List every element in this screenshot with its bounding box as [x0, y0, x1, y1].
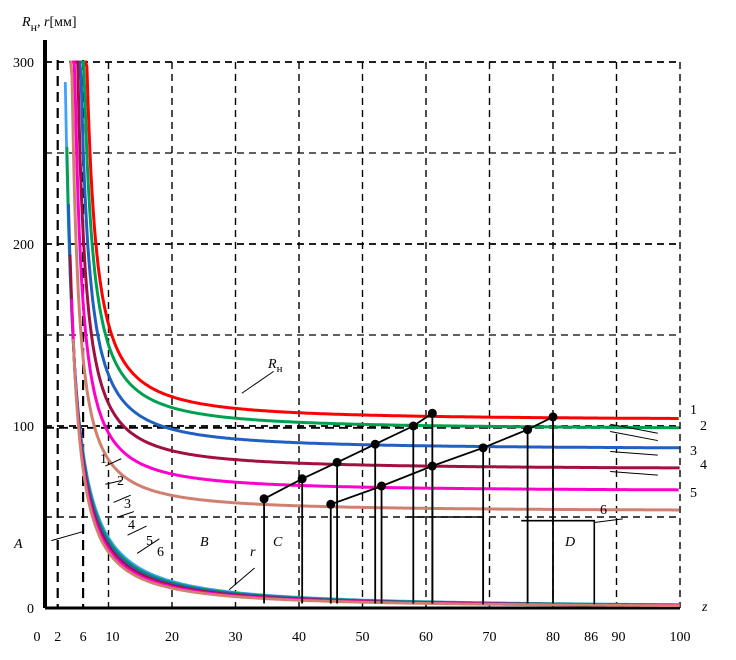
- leader-line: [228, 567, 255, 591]
- leader-line: [51, 531, 84, 542]
- rh-curve-6: [69, 60, 679, 512]
- rh-curve-number-1: 1: [690, 403, 697, 418]
- rh-curve-number-6: 6: [600, 503, 607, 518]
- rh-curve-1: [80, 60, 679, 420]
- r-curve-number-3: 3: [124, 497, 131, 512]
- leader-line: [610, 450, 658, 456]
- leader-line: [105, 458, 122, 467]
- region-label-c: C: [273, 535, 283, 550]
- leader-line: [610, 423, 658, 434]
- x-tick-label: 80: [546, 630, 560, 645]
- grid: [45, 60, 681, 608]
- r-curve-6: [71, 338, 680, 608]
- data-point: [408, 421, 418, 431]
- rh-curve-number-4: 4: [700, 458, 707, 473]
- x-tick-label: 50: [356, 630, 370, 645]
- data-point: [523, 425, 533, 435]
- rh-curve-3: [76, 60, 680, 450]
- r-curve-1: [63, 81, 680, 607]
- rh-curve-4: [73, 60, 680, 470]
- r-curve-number-6: 6: [157, 545, 164, 560]
- r-curve-number-1: 1: [100, 452, 107, 467]
- region-label-a: A: [13, 537, 23, 552]
- x-tick-label: 40: [292, 630, 306, 645]
- r-curve-number-2: 2: [117, 474, 124, 489]
- leader-line: [117, 511, 135, 518]
- y-tick-label: 200: [13, 238, 34, 253]
- x-tick-label: 0: [34, 630, 41, 645]
- rh-curve-label: Rн: [267, 357, 283, 375]
- rh-curve-number-3: 3: [690, 444, 697, 459]
- construction-line-2: [330, 416, 554, 506]
- data-point: [377, 481, 387, 491]
- data-point: [297, 474, 307, 484]
- data-point: [548, 412, 558, 422]
- x-axis-label: z: [701, 600, 708, 615]
- axes: [43, 40, 680, 610]
- data-point: [427, 461, 437, 471]
- data-point: [259, 494, 269, 504]
- leader-line: [594, 518, 623, 523]
- data-point: [370, 439, 380, 449]
- region-label-d: D: [564, 535, 575, 550]
- x-tick-label: 86: [584, 630, 598, 645]
- rh-curve-number-5: 5: [690, 486, 697, 501]
- bracket-d: [521, 519, 596, 605]
- x-tick-label: 10: [106, 630, 120, 645]
- r-curves: [63, 81, 680, 608]
- leader-line: [105, 480, 122, 485]
- r-curve-number-5: 5: [146, 534, 153, 549]
- r-curve-label: r: [250, 545, 256, 560]
- bracket-mid: [406, 516, 484, 605]
- x-tick-label: 70: [483, 630, 497, 645]
- data-point: [427, 408, 437, 418]
- y-tick-label: 0: [27, 602, 34, 617]
- rh-curve-number-2: 2: [700, 419, 707, 434]
- leader-line: [610, 471, 658, 476]
- leader-line: [136, 538, 160, 554]
- y-axis-label: Rн, r[мм]: [21, 15, 76, 34]
- data-point: [332, 457, 342, 467]
- x-tick-label: 90: [612, 630, 626, 645]
- leader-line: [113, 494, 131, 503]
- x-tick-label: 20: [165, 630, 179, 645]
- x-tick-label: 2: [54, 630, 61, 645]
- r-curve-number-4: 4: [128, 518, 135, 533]
- y-tick-label: 300: [13, 56, 34, 71]
- data-point: [478, 443, 488, 453]
- x-tick-label: 60: [419, 630, 433, 645]
- leader-line: [241, 370, 274, 394]
- x-tick-label: 30: [229, 630, 243, 645]
- x-tick-label: 100: [670, 630, 691, 645]
- x-tick-label: 6: [80, 630, 87, 645]
- construction-lines: [51, 370, 658, 605]
- r-curve-2: [65, 147, 680, 607]
- region-label-b: B: [200, 535, 209, 550]
- y-tick-label: 100: [13, 420, 34, 435]
- leader-line: [127, 525, 147, 536]
- leader-line: [610, 430, 658, 442]
- data-point: [326, 499, 336, 509]
- rh-curve-2: [78, 60, 679, 430]
